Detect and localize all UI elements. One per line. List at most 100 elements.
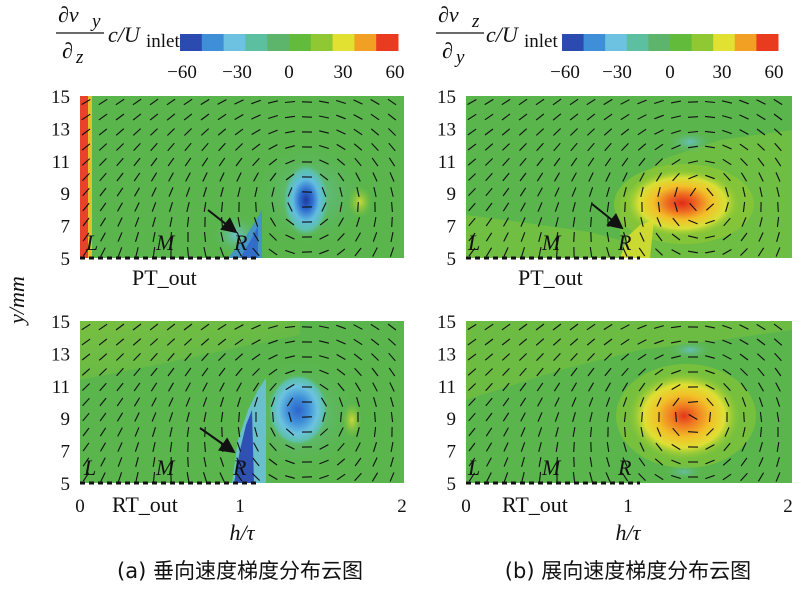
- vector-arrow: [687, 401, 699, 403]
- vector-arrow: [484, 323, 494, 331]
- vector-arrow: [371, 367, 379, 377]
- y-tick-label: 7: [61, 442, 71, 463]
- vector-arrow: [503, 427, 509, 437]
- vector-arrow: [202, 472, 208, 482]
- vector-arrow: [622, 247, 628, 257]
- vector-arrow: [337, 382, 345, 392]
- marker-r: R: [617, 455, 632, 480]
- vector-arrow: [284, 115, 296, 119]
- vector-arrow: [486, 457, 492, 467]
- vector-arrow: [252, 473, 260, 481]
- vector-arrow: [773, 128, 783, 136]
- colorbar-swatch: [670, 34, 693, 51]
- vector-arrow: [637, 128, 647, 136]
- vector-arrow: [390, 457, 394, 467]
- y-tick-label: 13: [51, 344, 70, 365]
- vector-arrow: [603, 98, 613, 106]
- vector-arrow: [502, 397, 510, 407]
- vector-arrow: [775, 472, 781, 482]
- vector-arrow: [687, 130, 699, 134]
- vector-arrow: [186, 412, 190, 422]
- vector-arrow: [337, 233, 345, 241]
- vector-arrow: [756, 128, 766, 136]
- vector-arrow: [269, 442, 277, 452]
- x-axis-label-a: h/τ: [230, 520, 256, 545]
- vector-arrow: [389, 247, 395, 257]
- vector-arrow: [519, 172, 527, 182]
- vector-arrow: [570, 142, 578, 152]
- vector-arrow: [238, 411, 240, 423]
- vector-arrow: [485, 158, 493, 166]
- vector-arrow: [606, 201, 610, 213]
- vector-arrow: [390, 442, 394, 452]
- vector-arrow: [319, 383, 329, 391]
- vector-arrow: [621, 382, 629, 392]
- vector-arrow: [604, 142, 612, 152]
- vector-arrow: [572, 202, 576, 212]
- vector-arrow: [285, 444, 295, 450]
- vector-arrow: [322, 412, 326, 422]
- vector-arrow: [501, 323, 511, 331]
- vector-arrow: [388, 142, 396, 152]
- vector-arrow: [98, 113, 108, 121]
- vector-arrow: [538, 457, 542, 467]
- vector-arrow: [354, 472, 362, 482]
- vector-arrow: [388, 128, 396, 136]
- vector-arrow: [268, 248, 278, 256]
- vector-arrow: [253, 172, 259, 182]
- vector-arrow: [355, 217, 361, 227]
- vector-arrow: [387, 113, 397, 121]
- vector-arrow: [202, 172, 208, 182]
- vector-arrow: [623, 232, 627, 242]
- vector-arrow: [285, 369, 295, 375]
- vector-arrow: [688, 250, 698, 254]
- vector-arrow: [151, 187, 157, 197]
- vector-arrow: [318, 340, 330, 344]
- vector-arrow: [354, 367, 362, 377]
- vector-arrow: [338, 427, 344, 437]
- vector-arrow: [468, 173, 476, 181]
- vector-arrow: [723, 383, 731, 391]
- vector-arrow: [467, 353, 477, 361]
- vector-arrow: [285, 130, 295, 134]
- vector-arrow: [484, 143, 494, 151]
- colorbar-a-tick-2: 0: [284, 62, 294, 83]
- vector-arrow: [186, 216, 190, 228]
- marker-m: M: [155, 230, 176, 255]
- vector-arrow: [774, 157, 782, 167]
- vector-arrow: [552, 338, 562, 346]
- vector-arrow: [587, 157, 595, 167]
- vector-arrow: [571, 172, 577, 182]
- vector-arrow: [203, 411, 207, 423]
- vector-arrow: [169, 426, 173, 438]
- vector-arrow: [372, 232, 378, 242]
- vector-arrow: [589, 472, 593, 482]
- vector-arrow: [184, 157, 192, 167]
- vector-arrow: [388, 367, 396, 377]
- vector-arrow: [688, 414, 698, 420]
- vector-arrow: [622, 172, 628, 182]
- vector-arrow: [100, 247, 106, 257]
- vector-arrow: [553, 142, 561, 152]
- vector-arrow: [135, 471, 139, 483]
- vector-arrow: [186, 427, 190, 437]
- vector-arrow: [467, 99, 477, 105]
- vector-arrow: [217, 113, 227, 121]
- vector-arrow: [252, 382, 260, 392]
- vector-arrow: [705, 203, 715, 211]
- vector-arrow: [757, 157, 765, 167]
- colorbar-b: ∂v z ∂ y c/U inlet −60 −30 0 30 60: [436, 2, 784, 83]
- vector-field-a-bottom: [81, 323, 397, 483]
- vector-arrow: [535, 98, 545, 106]
- vector-arrow: [705, 325, 715, 329]
- vector-arrow: [251, 129, 261, 135]
- colorbar-a-tail: c/U: [108, 22, 142, 47]
- vector-arrow: [268, 339, 278, 345]
- vector-arrow: [740, 382, 748, 392]
- vector-arrow: [336, 354, 346, 360]
- vector-arrow: [705, 474, 715, 480]
- vector-arrow: [339, 202, 343, 212]
- vector-arrow: [671, 459, 681, 465]
- vector-arrow: [638, 473, 646, 481]
- vector-arrow: [485, 172, 493, 182]
